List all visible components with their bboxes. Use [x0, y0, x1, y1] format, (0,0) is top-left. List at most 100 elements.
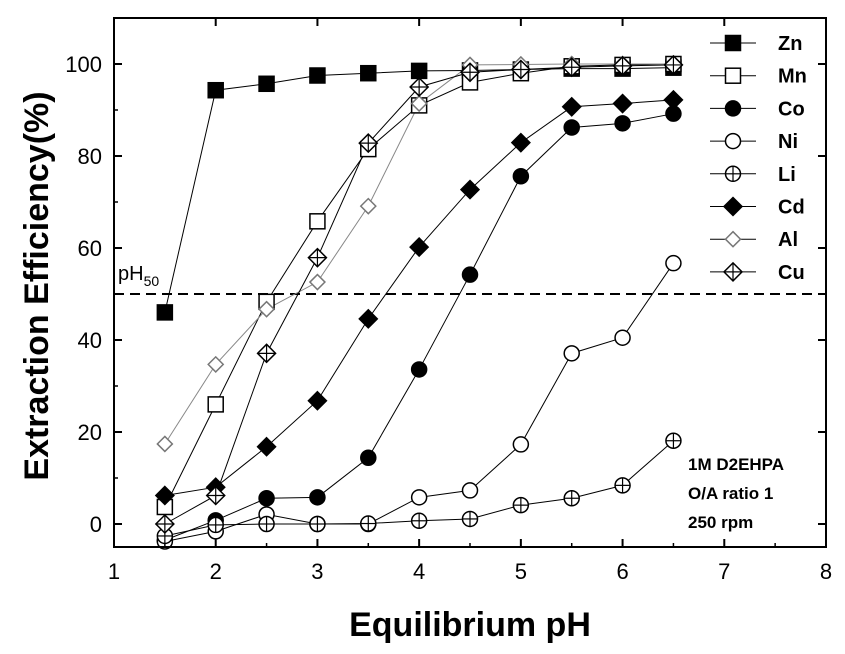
data-point-zn-shape — [410, 62, 428, 80]
data-point-ni — [614, 329, 631, 346]
data-point-cd — [358, 308, 379, 329]
data-point-cu — [663, 54, 684, 75]
data-point-cd-shape — [154, 485, 175, 506]
legend-marker-zn-shape — [724, 34, 742, 52]
data-point-li — [309, 515, 326, 533]
data-point-al-shape — [308, 273, 326, 291]
x-axis-title: Equilibrium pH — [349, 606, 591, 644]
legend-item-cd: Cd — [710, 196, 805, 219]
data-point-zn-shape — [156, 304, 174, 321]
ph50-label-main: pH — [118, 263, 144, 285]
data-point-li — [258, 515, 275, 533]
data-point-cd-shape — [358, 308, 379, 329]
data-point-co — [563, 119, 580, 136]
data-point-ni — [461, 482, 479, 499]
data-point-al — [156, 435, 174, 453]
data-point-cd — [663, 89, 684, 110]
data-point-zn — [207, 81, 224, 99]
legend-item-li: Li — [710, 164, 796, 186]
data-point-cu — [358, 133, 379, 154]
data-point-ni-shape — [410, 489, 428, 506]
data-point-co-shape — [614, 115, 631, 132]
data-point-co-shape — [309, 489, 326, 506]
data-point-zn — [410, 62, 428, 80]
x-tick-label: 7 — [718, 559, 730, 584]
legend-item-al: Al — [710, 229, 798, 251]
legend-marker-co — [724, 100, 742, 117]
data-point-cd-shape — [612, 93, 633, 114]
x-tick-label: 1 — [108, 559, 120, 584]
x-tick-label: 3 — [311, 559, 323, 584]
legend-label-cd: Cd — [778, 197, 805, 219]
data-point-cu — [307, 247, 328, 268]
legend-marker-co-shape — [724, 100, 742, 117]
series-points-cu — [154, 54, 684, 535]
data-point-al-shape — [207, 355, 225, 373]
data-point-ni — [665, 254, 682, 272]
data-point-zn-shape — [207, 81, 224, 99]
data-point-li — [207, 516, 224, 534]
data-point-cd-shape — [256, 436, 277, 457]
data-point-zn-shape — [309, 67, 326, 84]
data-point-zn — [156, 304, 174, 321]
data-point-co-shape — [563, 119, 580, 136]
legend-label-zn: Zn — [778, 33, 802, 55]
data-point-mn-shape — [207, 396, 224, 413]
data-point-li — [360, 515, 377, 532]
data-point-zn-shape — [360, 64, 377, 82]
data-point-ni-shape — [614, 329, 631, 346]
data-point-cu — [409, 76, 430, 98]
data-point-co — [461, 266, 479, 283]
legend-item-ni: Ni — [710, 131, 798, 153]
legend-label-al: Al — [778, 229, 798, 251]
series-points-ni — [156, 254, 682, 550]
data-point-zn-shape — [258, 75, 275, 93]
annotation-1: 1M D2EHPA — [688, 455, 784, 474]
legend-marker-ni — [724, 132, 742, 150]
annotation-group: 1M D2EHPA O/A ratio 1 250 rpm — [688, 455, 784, 532]
y-tick-label: 20 — [78, 420, 102, 445]
series-line-mn — [164, 63, 674, 508]
data-point-cd-shape — [663, 89, 684, 110]
legend-marker-zn — [724, 34, 742, 52]
data-point-ni — [410, 489, 428, 506]
data-point-mn — [207, 396, 224, 413]
series-points-li — [156, 432, 682, 545]
x-tick-label: 8 — [820, 559, 832, 584]
legend-marker-mn-shape — [724, 67, 742, 84]
data-point-al — [308, 273, 326, 291]
data-point-li — [461, 510, 479, 528]
data-point-cd — [256, 436, 277, 457]
legend-marker-li — [724, 165, 742, 183]
data-point-ni-shape — [461, 482, 479, 499]
data-point-cu — [459, 62, 481, 83]
data-point-al-shape — [258, 300, 276, 318]
data-point-co — [410, 361, 428, 378]
x-tick-label: 6 — [616, 559, 628, 584]
annotation-3: 250 rpm — [688, 513, 753, 532]
data-point-ni-shape — [665, 254, 682, 272]
data-point-ni-shape — [512, 436, 530, 453]
series-line-cd — [164, 99, 674, 496]
data-point-zn — [258, 75, 275, 93]
legend-label-cu: Cu — [778, 262, 805, 284]
data-point-al — [410, 94, 428, 113]
y-tick-label: 40 — [78, 328, 102, 353]
legend-label-li: Li — [778, 164, 796, 186]
data-point-li — [410, 512, 428, 530]
data-point-ni — [512, 436, 530, 453]
series-group — [154, 54, 684, 550]
legend: Zn Mn Co Ni Li Cd Al Cu — [710, 33, 807, 284]
legend-item-cu: Cu — [710, 261, 805, 284]
legend-marker-cd-shape — [722, 196, 744, 217]
data-point-cd — [510, 132, 531, 153]
data-point-ni — [563, 345, 580, 362]
data-point-cd-shape — [409, 237, 430, 258]
data-point-co — [512, 167, 530, 185]
y-tick-label: 100 — [65, 52, 102, 77]
data-point-mn-shape — [309, 213, 326, 230]
legend-marker-al-shape — [724, 230, 742, 248]
x-tick-label: 5 — [515, 559, 527, 584]
data-point-li — [665, 432, 682, 449]
